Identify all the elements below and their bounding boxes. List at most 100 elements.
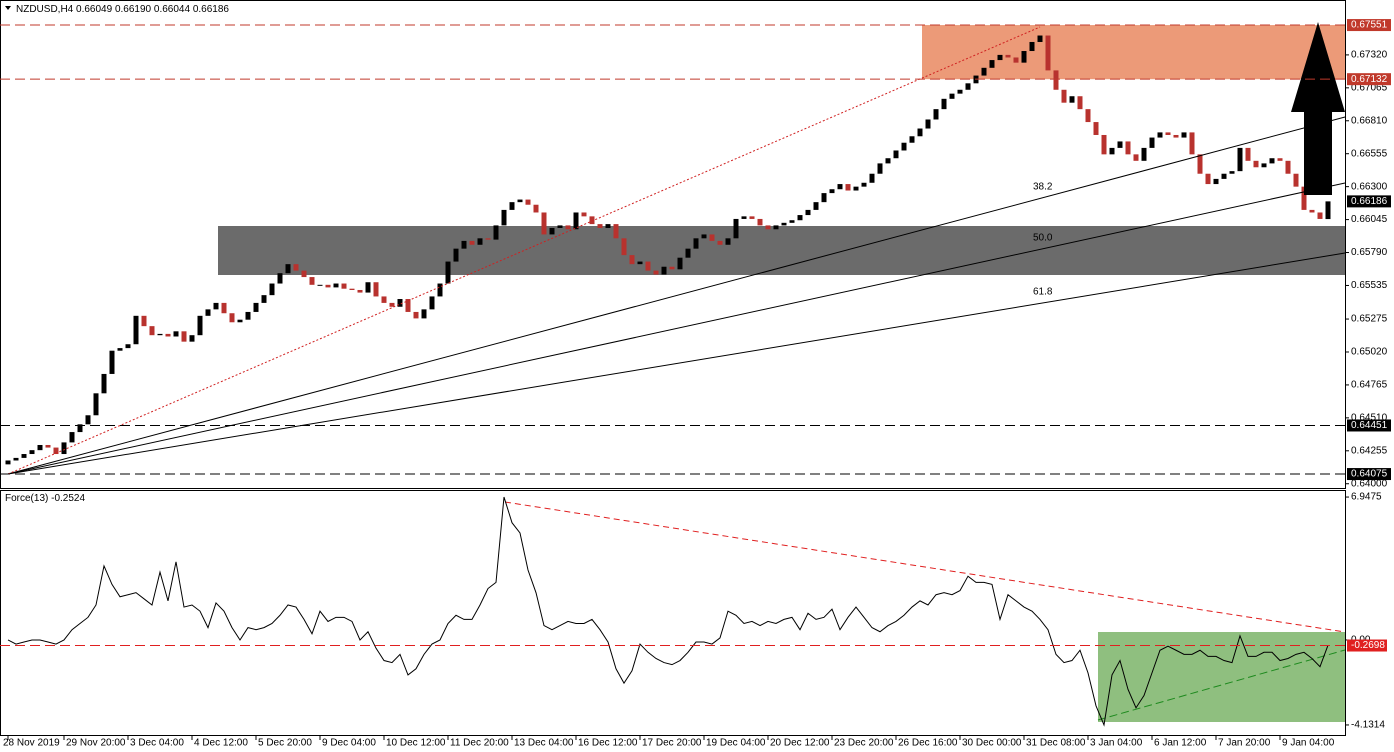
- y-tick-label: 0.64510: [1351, 413, 1388, 424]
- candle-body: [1085, 109, 1091, 123]
- candle-body: [733, 218, 739, 239]
- candle-body: [1005, 54, 1011, 58]
- candle-body: [93, 393, 99, 416]
- candle-body: [957, 89, 963, 94]
- candle-body: [1125, 141, 1131, 155]
- candle-body: [805, 209, 811, 216]
- candle-body: [37, 444, 43, 451]
- candle-body: [645, 261, 651, 271]
- x-tick-label: 10 Dec 12:00: [386, 738, 446, 749]
- candle-body: [1221, 173, 1227, 179]
- level-label-bg: [1347, 468, 1391, 481]
- candle-body: [997, 54, 1003, 61]
- y-tick-label: 0.65020: [1351, 347, 1388, 358]
- candle-body: [1189, 132, 1195, 155]
- x-tick-label: 6 Jan 12:00: [1154, 738, 1207, 749]
- candle-body: [1317, 212, 1323, 219]
- candle-body: [301, 270, 307, 278]
- candle-body: [1045, 35, 1051, 71]
- candle-body: [277, 273, 283, 284]
- symbol: NZDUSD,H4: [16, 4, 74, 15]
- candle-body: [245, 311, 251, 320]
- x-tick-label: 9 Dec 04:00: [322, 738, 376, 749]
- x-tick-label: 3 Dec 04:00: [130, 738, 184, 749]
- level-label: 0.67132: [1351, 74, 1388, 85]
- candle-body: [509, 202, 515, 210]
- candle-body: [85, 415, 91, 425]
- level-label: -0.2698: [1351, 640, 1385, 651]
- last-high: 0.66190: [115, 4, 152, 15]
- candle-body: [5, 460, 11, 465]
- candle-body: [933, 109, 939, 120]
- candle-body: [1029, 41, 1035, 52]
- candle-body: [741, 216, 747, 219]
- candle-body: [309, 277, 315, 285]
- x-tick-label: 16 Dec 12:00: [578, 738, 638, 749]
- level-label-bg: [1347, 419, 1391, 432]
- y-tick-label: 0.66045: [1351, 214, 1388, 225]
- candle-body: [693, 238, 699, 249]
- x-tick-label: 19 Dec 04:00: [706, 738, 766, 749]
- x-tick-label: 20 Dec 12:00: [770, 738, 830, 749]
- candle-body: [141, 315, 147, 327]
- candle-body: [965, 83, 971, 90]
- candle-body: [1117, 141, 1123, 148]
- candle-body: [221, 302, 227, 314]
- force-trend-line: [504, 501, 1346, 633]
- level-label-bg: [1347, 73, 1391, 86]
- candle-body: [197, 315, 203, 336]
- y-tick-label: -4.1314: [1351, 720, 1385, 731]
- fan-label: 61.8: [1033, 287, 1053, 298]
- force-zone: [1098, 632, 1345, 722]
- candle-body: [13, 457, 19, 461]
- candle-body: [829, 189, 835, 194]
- x-tick-label: 17 Dec 20:00: [642, 738, 702, 749]
- x-tick-label: 28 Nov 2019: [3, 738, 60, 749]
- candle-body: [1309, 209, 1315, 213]
- candle-body: [949, 93, 955, 99]
- y-tick-label: 0.64255: [1351, 445, 1388, 456]
- candle-body: [1037, 35, 1043, 42]
- candle-body: [69, 432, 75, 443]
- candle-body: [1133, 154, 1139, 161]
- candle-body: [1229, 171, 1235, 174]
- y-tick-label: 0.65275: [1351, 314, 1388, 325]
- candle-body: [341, 283, 347, 289]
- candle-body: [349, 288, 355, 290]
- candle-body: [181, 331, 187, 342]
- candle-body: [1093, 122, 1099, 135]
- candle-body: [157, 333, 163, 336]
- candle-body: [109, 350, 115, 374]
- force-panel: [0, 490, 1346, 736]
- candle-body: [1069, 96, 1075, 103]
- x-tick-label: 7 Jan 20:00: [1218, 738, 1271, 749]
- candle-body: [1205, 173, 1211, 185]
- candle-body: [421, 309, 427, 319]
- x-tick-label: 3 Jan 04:00: [1090, 738, 1143, 749]
- candle-body: [1077, 96, 1083, 110]
- candle-body: [581, 212, 587, 217]
- candles: [5, 35, 1331, 465]
- x-tick-label: 13 Dec 04:00: [514, 738, 574, 749]
- candle-body: [1213, 178, 1219, 185]
- candle-body: [101, 373, 107, 394]
- candle-body: [1149, 137, 1155, 148]
- candle-body: [333, 283, 339, 288]
- candle-body: [189, 335, 195, 342]
- candle-body: [261, 295, 267, 303]
- force-line: [7, 496, 1329, 727]
- candle-body: [149, 326, 155, 336]
- candle-body: [1101, 134, 1107, 155]
- x-tick-label: 26 Dec 16:00: [898, 738, 958, 749]
- x-tick-label: 9 Jan 04:00: [1282, 738, 1335, 749]
- candle-body: [173, 331, 179, 337]
- candle-body: [357, 289, 363, 293]
- level-label: 0.64075: [1351, 469, 1388, 480]
- candle-body: [845, 184, 851, 191]
- candle-body: [453, 248, 459, 262]
- candle-body: [397, 299, 403, 307]
- candle-body: [1173, 134, 1179, 138]
- candle-body: [285, 264, 291, 274]
- annotations-under: [218, 25, 1345, 722]
